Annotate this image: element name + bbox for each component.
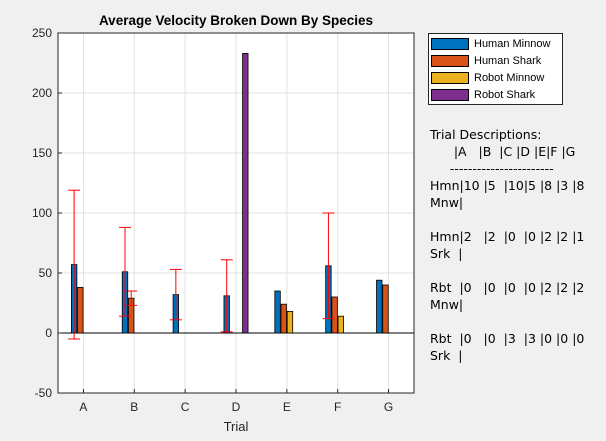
x-tick-label: B (130, 400, 138, 414)
legend-label: Robot Shark (474, 88, 536, 101)
trial-descriptions: Trial Descriptions: |A |B |C |D |E|F |G … (430, 126, 584, 364)
legend-swatch (431, 37, 469, 50)
legend-item: Robot Minnow (431, 69, 544, 86)
y-tick-label: 150 (32, 146, 52, 160)
y-tick-label: 100 (32, 206, 52, 220)
trial-description-line: Srk | (430, 348, 463, 363)
trial-description-line: Rbt |0 |0 |3 |3 |0 |0 |0 (430, 331, 585, 346)
trial-descriptions-heading: Trial Descriptions: (430, 127, 542, 142)
bar-human-shark (280, 303, 287, 334)
x-tick-label: C (181, 400, 190, 414)
trial-description-line: Mnw| (430, 297, 464, 312)
trial-description-line: |A |B |C |D |E|F |G (430, 144, 576, 159)
y-tick-label: 0 (45, 326, 52, 340)
legend-label: Human Shark (474, 54, 542, 67)
y-ticks: -50 0 50 100 150 200 250 (32, 26, 62, 400)
trial-description-line (430, 211, 584, 228)
chart-title: Average Velocity Broken Down By Species (99, 13, 373, 28)
legend-item: Human Shark (431, 52, 541, 69)
x-tick-label: A (79, 400, 87, 414)
error-bars (68, 189, 335, 340)
y-tick-label: -50 (35, 386, 53, 400)
trial-description-line: Rbt |0 |0 |0 |0 |2 |2 |2 (430, 280, 585, 295)
x-tick-label: G (384, 400, 393, 414)
trial-description-line (430, 313, 584, 330)
bar-human-minnow (274, 290, 281, 334)
trial-description-line: Mnw| (430, 195, 464, 210)
legend: Human Minnow Human Shark Robot Minnow Robot… (428, 33, 563, 105)
y-tick-label: 250 (32, 26, 52, 40)
legend-swatch (431, 71, 469, 84)
trial-description-line: Srk | (430, 246, 463, 261)
bar-human-shark (331, 296, 338, 334)
x-tick-label: F (334, 400, 341, 414)
bar-robot-minnow (286, 310, 294, 334)
trial-description-line (430, 262, 584, 279)
bar-human-shark (382, 284, 389, 334)
trial-description-line: Hmn|10 |5 |10|5 |8 |3 |8 (430, 178, 585, 193)
legend-swatch (431, 88, 469, 101)
x-ticks: A B C D E F G (79, 389, 393, 414)
trial-description-line: Hmn|2 |2 |0 |0 |2 |2 |1 (430, 229, 585, 244)
legend-swatch (431, 54, 469, 67)
x-axis-label: Trial (224, 419, 249, 434)
bar-robot-shark (242, 53, 249, 334)
bar-human-shark (77, 286, 84, 334)
trial-descriptions-table: |A |B |C |D |E|F |G --------------------… (430, 143, 584, 364)
x-tick-label: E (283, 400, 291, 414)
y-tick-label: 200 (32, 86, 52, 100)
x-tick-label: D (232, 400, 241, 414)
bar-robot-minnow (337, 315, 344, 334)
bar-human-minnow (376, 279, 383, 334)
legend-item: Robot Shark (431, 86, 535, 103)
legend-label: Human Minnow (474, 37, 551, 50)
legend-item: Human Minnow (431, 35, 550, 52)
legend-label: Robot Minnow (474, 71, 545, 84)
y-tick-label: 50 (39, 266, 53, 280)
trial-description-line: ----------------------- (430, 161, 554, 176)
